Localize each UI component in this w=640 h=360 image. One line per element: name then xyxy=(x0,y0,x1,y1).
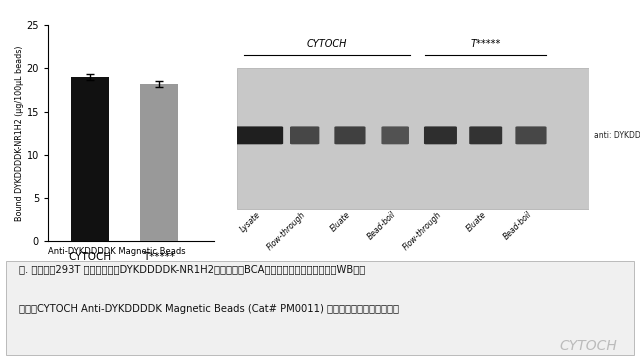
FancyBboxPatch shape xyxy=(381,126,409,144)
Text: CYTOCH: CYTOCH xyxy=(307,39,348,49)
Text: Eluate: Eluate xyxy=(465,210,488,233)
Text: Flow-through: Flow-through xyxy=(265,210,307,252)
FancyBboxPatch shape xyxy=(334,126,365,144)
Y-axis label: Bound DYKDDDDK-NR1H2 (μg/100μL beads): Bound DYKDDDDK-NR1H2 (μg/100μL beads) xyxy=(15,45,24,221)
FancyBboxPatch shape xyxy=(290,126,319,144)
Text: 图. 免疫沉淠293T 细胞过表达的DYKDDDDK-NR1H2融合蛋白，BCA检测洗脱获得的蛋白浓度；WB检测: 图. 免疫沉淠293T 细胞过表达的DYKDDDDK-NR1H2融合蛋白，BCA… xyxy=(19,265,365,275)
FancyBboxPatch shape xyxy=(236,126,283,144)
Text: 也证实CYTOCH Anti-DYKDDDDK Magnetic Beads (Cat# PM0011) 具有很好的抗原捕获能力。: 也证实CYTOCH Anti-DYKDDDDK Magnetic Beads (… xyxy=(19,304,399,314)
Text: Flow-through: Flow-through xyxy=(401,210,443,252)
FancyBboxPatch shape xyxy=(6,261,634,355)
Text: T*****: T***** xyxy=(470,39,501,49)
Text: anti: DYKDDDDK-NR1H2: anti: DYKDDDDK-NR1H2 xyxy=(594,131,640,140)
Bar xyxy=(140,84,178,241)
Text: Bead-boil: Bead-boil xyxy=(502,210,534,242)
Text: Lysate: Lysate xyxy=(238,210,262,234)
Text: Bead-boil: Bead-boil xyxy=(366,210,397,242)
Text: Eluate: Eluate xyxy=(329,210,353,233)
Bar xyxy=(237,68,589,209)
FancyBboxPatch shape xyxy=(469,126,502,144)
Text: CYTOCH: CYTOCH xyxy=(560,339,618,353)
FancyBboxPatch shape xyxy=(424,126,457,144)
FancyBboxPatch shape xyxy=(515,126,547,144)
Bar xyxy=(70,77,109,241)
Text: Anti-DYKDDDDK Magnetic Beads: Anti-DYKDDDDK Magnetic Beads xyxy=(48,247,186,256)
